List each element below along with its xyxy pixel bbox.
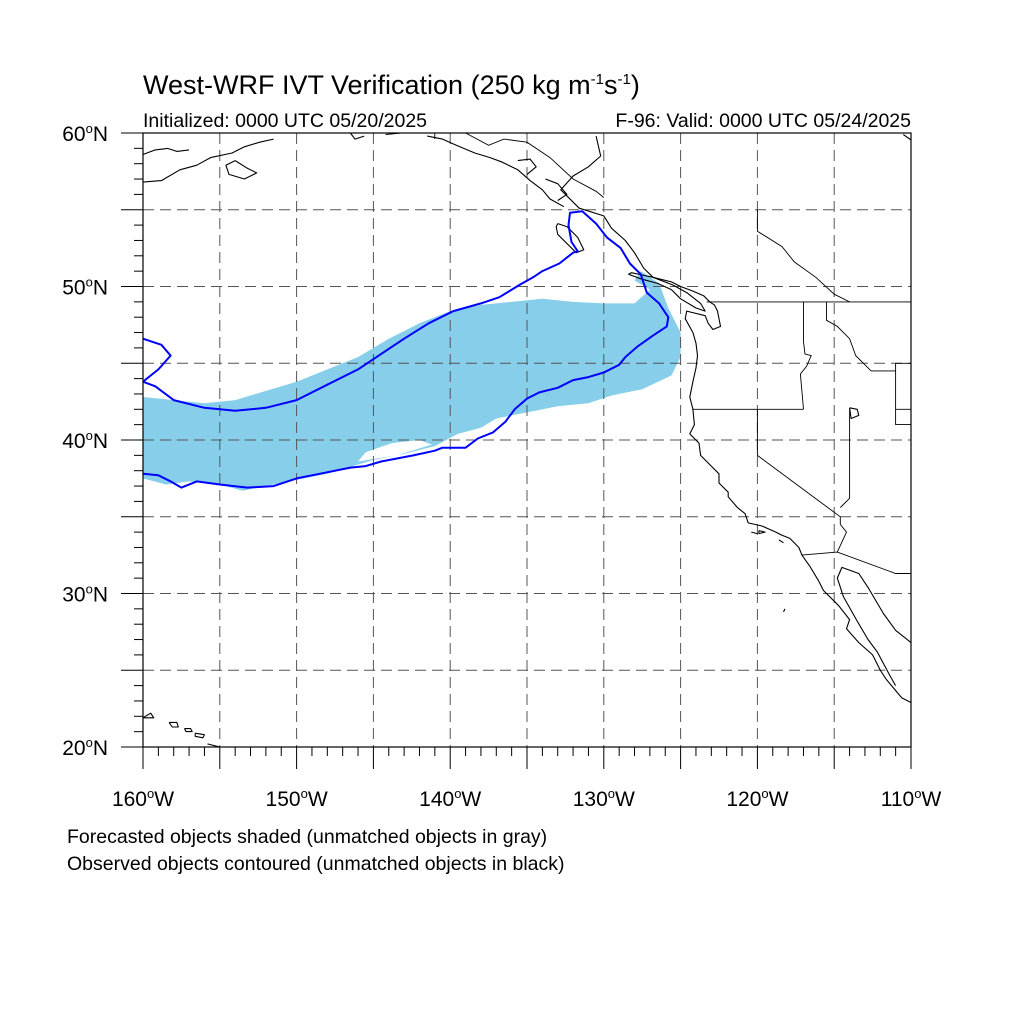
coastline xyxy=(427,135,565,208)
lon-label: 110oW xyxy=(881,786,942,811)
coastline xyxy=(143,147,190,156)
lat-label: 40oN xyxy=(62,428,108,453)
coastline xyxy=(545,178,568,201)
forecast-object xyxy=(143,271,681,491)
coastline xyxy=(778,539,784,544)
map-frame xyxy=(142,132,912,748)
lon-label: 130oW xyxy=(573,786,635,811)
boundary-line xyxy=(839,409,851,508)
boundary-line xyxy=(756,209,850,303)
boundary-line xyxy=(826,301,896,372)
coastline xyxy=(836,566,911,686)
lat-label: 30oN xyxy=(62,582,108,607)
boundary-line xyxy=(799,301,812,410)
boundary-line xyxy=(801,551,911,574)
coastline xyxy=(783,608,786,613)
valid-time-label: F-96: Valid: 0000 UTC 05/24/2025 xyxy=(615,110,911,132)
coastline xyxy=(168,721,179,728)
coastlines xyxy=(143,133,911,747)
lon-label: 140oW xyxy=(419,786,481,811)
boundary-line xyxy=(756,409,841,518)
boundary-line xyxy=(836,516,848,553)
coastline xyxy=(225,160,258,180)
coastline xyxy=(143,712,155,719)
axis-labels: 60oN 50oN 40oN 30oN 20oN 160oW 150oW 140oW 130oW… xyxy=(62,121,941,811)
graticule xyxy=(143,133,911,747)
lat-label: 50oN xyxy=(62,275,108,300)
forecast-objects xyxy=(143,271,681,491)
coastline xyxy=(517,158,537,175)
chart-title: West-WRF IVT Verification (250 kg m-1s-1… xyxy=(143,70,640,100)
boundary-line xyxy=(895,408,911,426)
coastline xyxy=(194,732,205,739)
coastline xyxy=(349,133,365,140)
lon-label: 160oW xyxy=(112,786,174,811)
coastline xyxy=(758,530,766,535)
observed-objects xyxy=(143,210,670,489)
coastline xyxy=(628,272,706,312)
coastline xyxy=(207,743,221,747)
lon-label: 150oW xyxy=(266,786,328,811)
coastline xyxy=(902,134,911,141)
footnote-forecast: Forecasted objects shaded (unmatched obj… xyxy=(67,826,548,848)
boundary-line xyxy=(895,362,911,410)
axis-ticks xyxy=(121,132,912,769)
coastline xyxy=(143,138,274,183)
coastline xyxy=(560,135,911,703)
coastline xyxy=(184,728,193,733)
footnote-observed: Observed objects contoured (unmatched ob… xyxy=(67,853,565,875)
lat-label: 20oN xyxy=(62,735,108,760)
coastline xyxy=(849,407,860,420)
coastline xyxy=(751,531,758,535)
lat-label: 60oN xyxy=(62,121,108,146)
lon-label: 120oW xyxy=(726,786,788,811)
boundary-line xyxy=(465,133,605,198)
init-time-label: Initialized: 0000 UTC 05/20/2025 xyxy=(143,110,428,132)
observed-object-contour xyxy=(143,210,670,489)
